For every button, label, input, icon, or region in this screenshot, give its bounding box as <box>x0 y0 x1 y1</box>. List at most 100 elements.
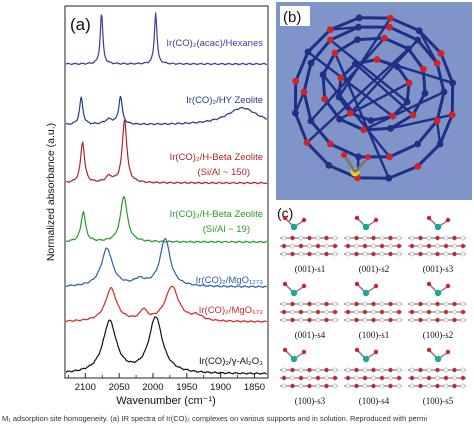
oxygen-atom <box>341 152 347 158</box>
slab-atom <box>354 301 359 307</box>
slab-atom <box>396 301 402 307</box>
slab-atom <box>452 317 457 323</box>
slab-atom <box>460 243 466 249</box>
slab-atom <box>418 309 423 315</box>
slab-atom <box>290 367 295 373</box>
spectrum-label-3b: (Si/Al ~ 150) <box>197 167 250 178</box>
cage-atom <box>389 112 396 120</box>
ligand-atom <box>301 217 307 223</box>
slab-atom <box>409 367 415 373</box>
slab-atom <box>409 251 415 257</box>
slab-atom <box>354 375 359 381</box>
spectrum-label-7: Ir(CO)₂/γ-Al₂O₃ <box>199 356 263 367</box>
slab-atom <box>298 383 304 389</box>
slab-atom <box>290 301 295 307</box>
slab-atom <box>371 235 376 241</box>
slab-atom <box>315 383 321 389</box>
cage-bond <box>305 141 330 167</box>
figure-caption: M₁ adsorption site homogeneity. (a) IR s… <box>2 414 428 423</box>
slab-atom <box>388 367 393 373</box>
panel-b-label-box <box>280 6 310 26</box>
slab-atom <box>435 235 440 241</box>
ligand-atom <box>282 281 288 287</box>
slab-atom <box>315 309 321 315</box>
slab-atom <box>371 243 376 249</box>
slab-atom <box>452 309 457 315</box>
ligand-atom <box>426 215 432 221</box>
cage-atom <box>419 65 427 73</box>
cage-bond <box>321 52 337 76</box>
slab-atom <box>371 301 376 307</box>
slab-atom <box>460 375 466 381</box>
x-tick-label: 1900 <box>210 382 231 393</box>
slab-atom <box>281 317 287 323</box>
slab-atom <box>388 375 393 381</box>
slab-atom <box>324 317 329 323</box>
slab-atom <box>443 309 449 315</box>
slab-atom <box>290 309 295 315</box>
slab-atom <box>345 251 351 257</box>
slab-atom <box>362 383 368 389</box>
slab-atom <box>396 235 402 241</box>
slab-atom <box>332 251 338 257</box>
slab-atom <box>379 367 385 373</box>
cage-bond <box>416 119 439 145</box>
cage-atom <box>291 109 299 117</box>
slab-atom <box>452 383 457 389</box>
slab-atom <box>298 301 304 307</box>
cage-atom <box>433 59 441 67</box>
slab-atom <box>371 375 376 381</box>
slab-atom <box>332 367 338 373</box>
slab-atom <box>426 383 432 389</box>
cage-atom <box>352 60 359 68</box>
cage-bond <box>390 113 453 130</box>
slab-atom <box>307 243 312 249</box>
slab-atom <box>290 383 295 389</box>
spectra-group <box>65 12 268 376</box>
cage-atom <box>421 89 429 97</box>
cage-atom <box>367 117 375 124</box>
slab-atom <box>426 243 432 249</box>
slab-atom <box>332 383 338 389</box>
slab-atom <box>324 243 329 249</box>
slab-atom <box>379 383 385 389</box>
slab-atom <box>315 375 321 381</box>
slab-atom <box>362 309 368 315</box>
slab-atom <box>281 383 287 389</box>
ligand-atom <box>282 215 288 221</box>
cage-bond <box>294 91 306 114</box>
ligand-atom <box>445 349 451 355</box>
cage-bond <box>330 25 359 31</box>
slab-atom <box>332 243 338 249</box>
slab-atom <box>371 367 376 373</box>
spectrum-line-2 <box>65 95 268 126</box>
metal-atom <box>362 223 370 231</box>
cage-bond <box>294 51 310 82</box>
slab-atom <box>388 251 393 257</box>
slab-atom <box>396 317 402 323</box>
ligand-atom <box>301 349 307 355</box>
cage-atom <box>360 126 368 134</box>
x-tick-label: 2000 <box>142 382 163 393</box>
slab-atom <box>426 317 432 323</box>
cage-bond <box>439 52 455 84</box>
slab-atom <box>452 367 457 373</box>
slab-atom <box>345 309 351 315</box>
slab-atom <box>443 367 449 373</box>
metal-atom <box>290 355 298 363</box>
cage-atom <box>409 111 417 119</box>
slab-atom <box>388 317 393 323</box>
cage-bond <box>416 143 442 168</box>
site-snapshot: (001)-s4 <box>280 281 338 340</box>
cage-bond <box>307 50 394 118</box>
cage-atom <box>414 36 422 44</box>
metal-atom <box>434 355 442 363</box>
cage-bond <box>389 16 420 33</box>
panel-c-label: (c) <box>277 205 293 221</box>
slab-atom <box>354 243 359 249</box>
cage-atom <box>373 56 381 63</box>
ligand-atom <box>282 347 288 353</box>
slab-atom <box>396 243 402 249</box>
x-tick-label: 2050 <box>109 382 130 393</box>
slab-atom <box>396 251 402 257</box>
